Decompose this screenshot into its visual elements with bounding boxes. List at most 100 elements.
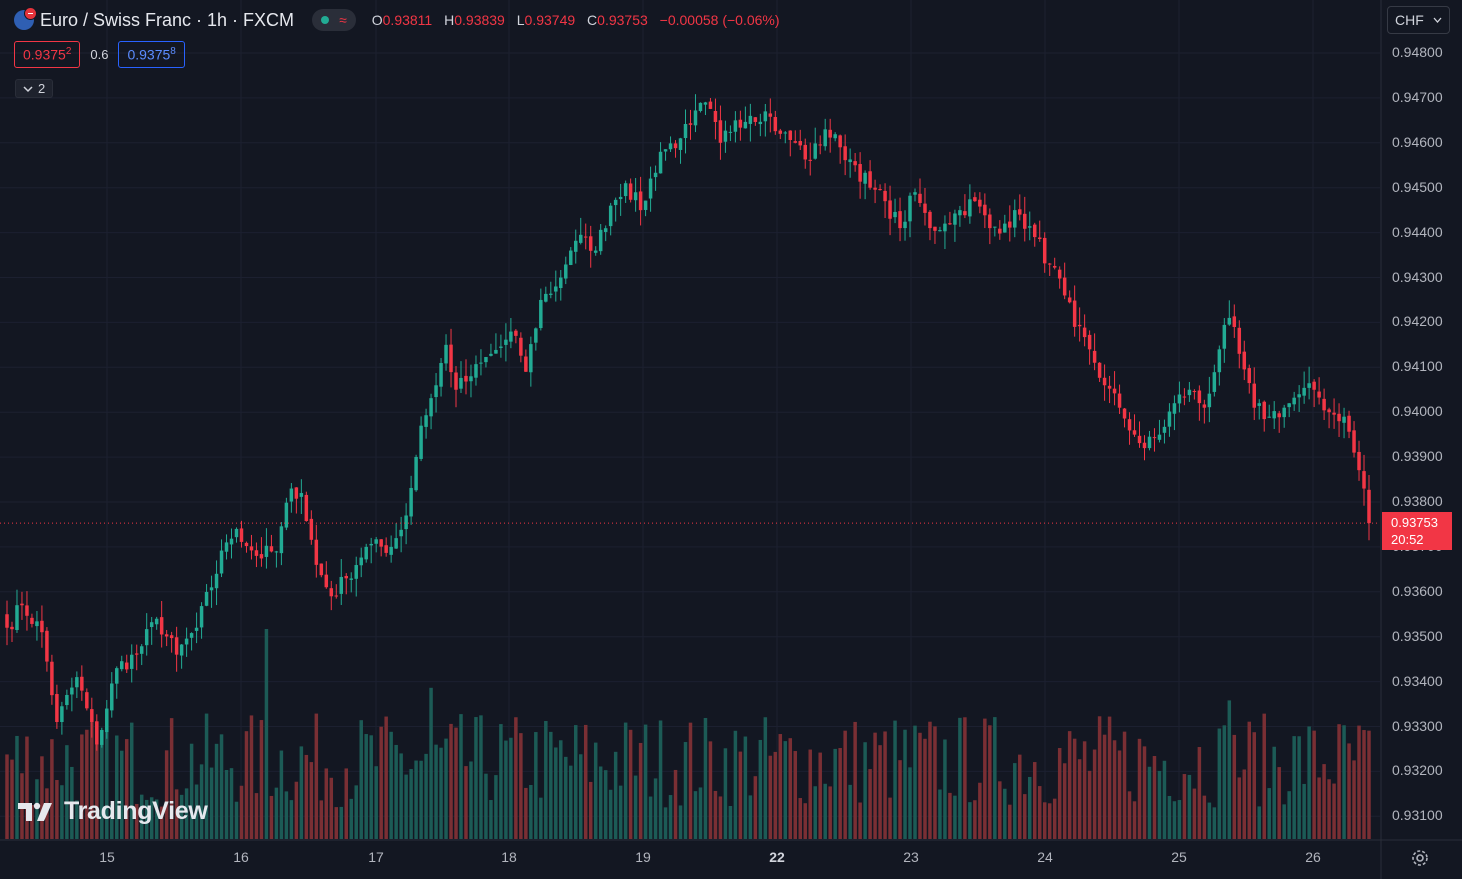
volume-bar <box>898 760 902 839</box>
volume-bar <box>279 750 284 839</box>
candle-body <box>5 614 9 628</box>
time-tick-label: 19 <box>635 849 651 865</box>
volume-bar <box>124 739 129 839</box>
candle-body <box>783 132 788 134</box>
candle-body <box>648 178 653 199</box>
volume-bar <box>813 786 817 839</box>
candle-body <box>813 143 817 159</box>
candle-body <box>439 363 443 387</box>
volume-bar <box>274 787 279 839</box>
time-tick-label: 15 <box>99 849 115 865</box>
volume-bar <box>913 725 917 839</box>
volume-bar <box>723 748 728 839</box>
price-tick-label: 0.93600 <box>1392 582 1443 599</box>
candle-body <box>878 189 882 191</box>
volume-bar <box>1282 804 1286 839</box>
volume-bar <box>569 765 573 839</box>
candle-body <box>319 563 324 576</box>
price-tick-label: 0.94500 <box>1392 178 1443 195</box>
candle-body <box>314 539 319 565</box>
sell-button[interactable]: 0.93752 <box>14 41 81 68</box>
volume-bar <box>544 720 548 839</box>
volume-bar <box>768 755 773 839</box>
candle-body <box>913 192 917 195</box>
candle-body <box>1287 403 1291 408</box>
candle-body <box>963 211 967 216</box>
candle-body <box>1142 442 1147 449</box>
volume-bar <box>289 800 294 839</box>
candle-body <box>294 487 299 499</box>
sell-price: 0.9375 <box>23 46 66 63</box>
price-tick-label: 0.93300 <box>1392 717 1443 734</box>
volume-bar <box>224 769 229 839</box>
volume-bar <box>863 742 867 839</box>
candle-body <box>464 375 468 382</box>
candle-body <box>1132 430 1137 435</box>
volume-bar <box>110 805 114 839</box>
volume-bar <box>504 740 508 839</box>
volume-bar <box>718 796 723 839</box>
volume-bar <box>998 781 1002 839</box>
volume-bar <box>1147 766 1152 839</box>
candle-body <box>938 230 942 232</box>
volume-bar <box>1077 759 1082 839</box>
candle-body <box>394 538 398 549</box>
volume-bar <box>304 754 309 839</box>
volume-bar <box>80 734 84 839</box>
volume-bar <box>90 720 94 839</box>
candle-body <box>284 502 289 528</box>
candle-body <box>574 240 578 252</box>
candle-body <box>105 708 109 733</box>
candle-body <box>763 111 768 122</box>
candle-body <box>474 364 478 378</box>
candle-body <box>100 730 104 745</box>
indicator-count: 2 <box>38 81 46 96</box>
tradingview-logo-icon <box>18 802 52 821</box>
candle-body <box>169 635 174 639</box>
candle-body <box>943 223 947 232</box>
tradingview-logo[interactable]: TradingView <box>18 797 208 826</box>
volume-bar <box>933 726 937 839</box>
volume-bar <box>713 790 718 839</box>
volume-bar <box>1032 762 1037 839</box>
currency-select[interactable]: CHF <box>1387 6 1450 34</box>
candle-body <box>55 694 59 723</box>
volume-bar <box>853 721 857 839</box>
candle-body <box>603 228 608 232</box>
candle-body <box>364 546 368 560</box>
settings-gear-icon[interactable] <box>1409 847 1431 869</box>
candle-body <box>1357 451 1361 471</box>
candle-body <box>40 620 44 633</box>
volume-bar <box>1352 760 1356 839</box>
price-tick-label: 0.94000 <box>1392 403 1443 420</box>
volume-bar <box>1087 770 1092 839</box>
volume-bar <box>1292 736 1296 839</box>
volume-bar <box>1367 730 1371 839</box>
volume-bar <box>454 727 458 839</box>
open-key: O <box>371 12 383 28</box>
candle-body <box>638 191 643 211</box>
last-price-tag: 0.93753 20:52 <box>1382 512 1452 550</box>
indicators-toggle-button[interactable]: 2 <box>15 79 54 98</box>
candle-body <box>429 398 433 417</box>
buy-button[interactable]: 0.93758 <box>118 41 185 68</box>
volume-bar <box>529 784 533 839</box>
candle-body <box>249 546 254 551</box>
volume-bar <box>638 742 643 839</box>
volume-bar <box>499 724 503 839</box>
low-key: L <box>516 12 525 28</box>
market-status-pill[interactable]: ≈ <box>312 9 356 31</box>
candle-body <box>344 575 348 579</box>
volume-bar <box>803 803 807 839</box>
volume-bar <box>1008 804 1012 839</box>
volume-bar <box>733 730 738 839</box>
volume-bar <box>1212 807 1217 839</box>
volume-bar <box>1182 774 1187 839</box>
volume-bar <box>574 725 578 839</box>
candle-body <box>818 144 822 146</box>
candle-body <box>1172 403 1177 414</box>
symbol-title[interactable]: Euro / Swiss Franc · 1h · FXCM <box>40 9 295 30</box>
volume-bar <box>1222 725 1227 839</box>
candle-body <box>1127 419 1132 431</box>
